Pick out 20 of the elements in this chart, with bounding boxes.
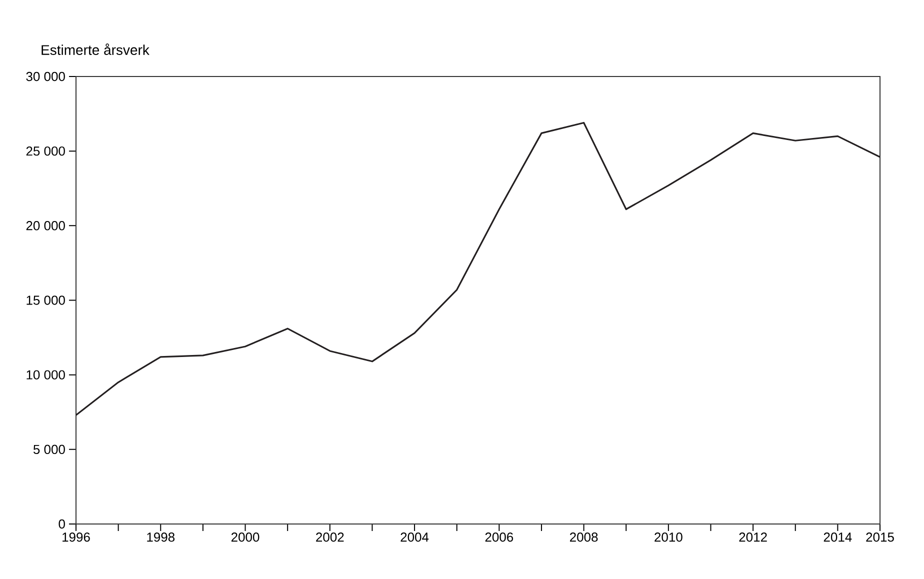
x-tick-label: 2008 bbox=[570, 532, 598, 542]
x-tick-label: 2014 bbox=[824, 532, 852, 542]
y-axis-title: Estimerte årsverk bbox=[42, 44, 150, 55]
y-tick-label: 20 000 bbox=[26, 221, 65, 230]
x-tick-label: 1996 bbox=[62, 532, 90, 542]
x-tick-label: 2012 bbox=[739, 532, 767, 542]
x-tick-label: 2000 bbox=[231, 532, 260, 542]
x-tick-label: 2004 bbox=[400, 532, 429, 542]
y-tick-label: 25 000 bbox=[26, 146, 65, 156]
x-tick-label: 2006 bbox=[485, 532, 514, 542]
x-tick-label: 2015 bbox=[866, 532, 894, 542]
y-tick-label: 30 000 bbox=[26, 72, 65, 82]
y-tick-label: 5 000 bbox=[33, 444, 65, 454]
x-tick-label: 2010 bbox=[654, 532, 682, 542]
y-tick-label: 0 bbox=[58, 519, 65, 529]
y-tick-label: 10 000 bbox=[26, 370, 65, 380]
x-tick-label: 1998 bbox=[147, 532, 175, 542]
line-series bbox=[76, 122, 880, 416]
y-tick-label: 15 000 bbox=[26, 296, 65, 305]
x-tick-label: 2002 bbox=[316, 532, 344, 542]
